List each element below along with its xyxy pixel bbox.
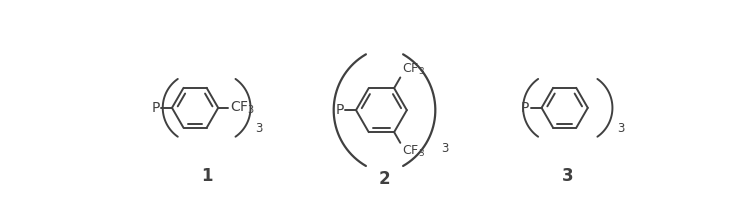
Text: P: P [151,101,159,115]
Text: CF$_3$: CF$_3$ [402,144,425,159]
Text: 3: 3 [562,167,574,185]
Text: 2: 2 [378,170,390,188]
Text: 3: 3 [617,122,624,135]
Text: P: P [521,101,529,115]
Text: CF$_3$: CF$_3$ [402,62,425,77]
Text: CF$_3$: CF$_3$ [229,100,255,116]
Text: 3: 3 [255,122,262,135]
Text: 3: 3 [441,142,448,155]
Text: P: P [335,103,343,117]
Text: 1: 1 [201,167,212,185]
